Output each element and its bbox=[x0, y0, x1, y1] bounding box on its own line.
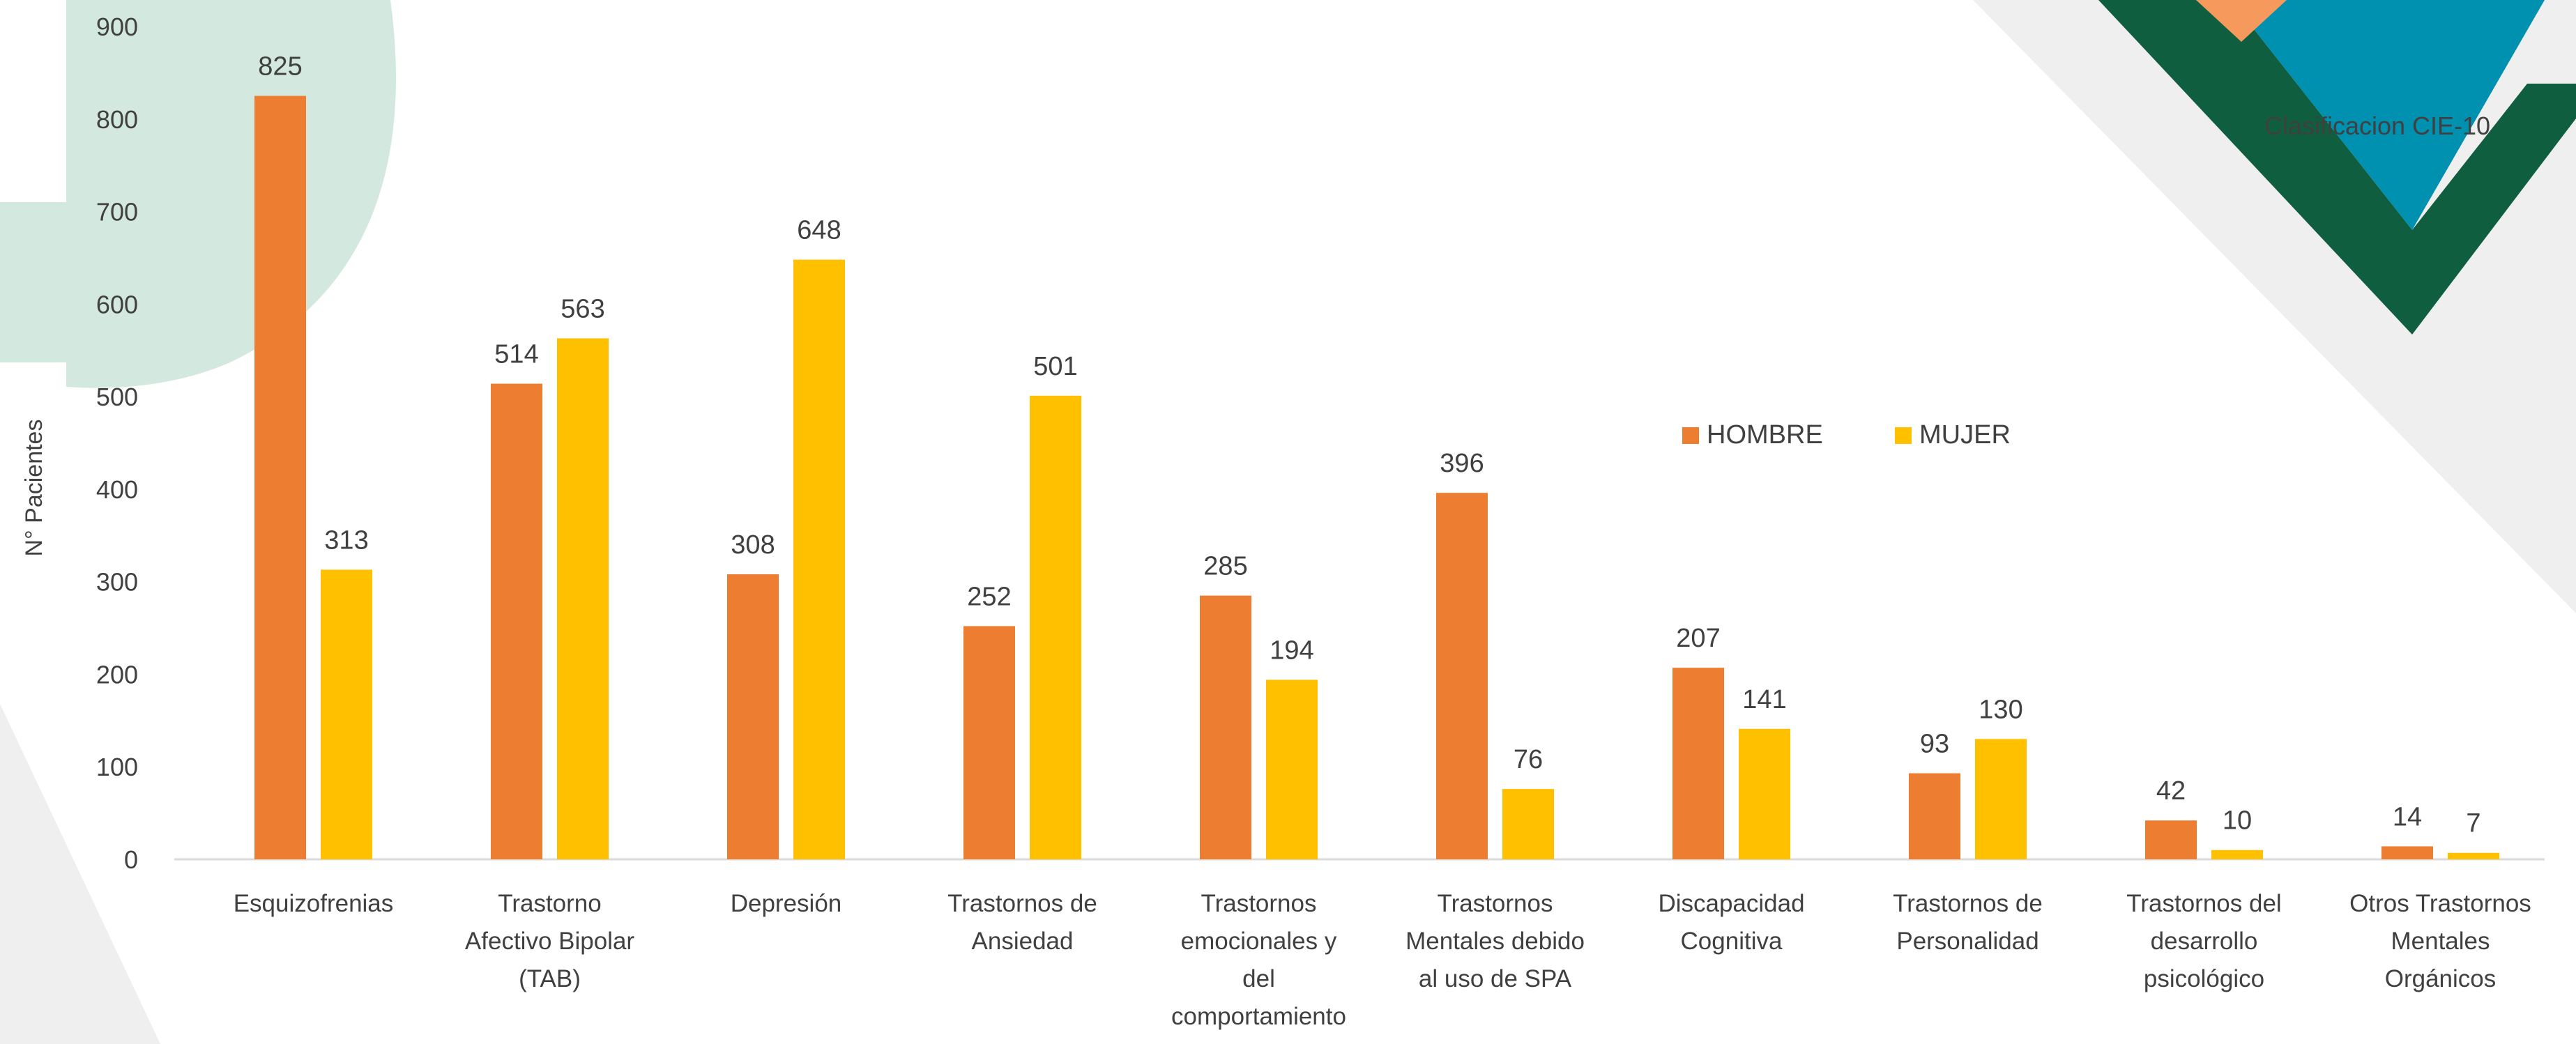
value-label-hombre-discapacidad-cognitiva: 207 bbox=[1676, 624, 1720, 653]
bar-mujer-trastornos-del-desarrollo-psicologico bbox=[2211, 850, 2263, 859]
value-label-hombre-trastornos-de-ansiedad: 252 bbox=[967, 582, 1011, 611]
value-label-hombre-esquizofrenias: 825 bbox=[258, 52, 302, 82]
x-tick-label-otros-trastornos-mentales-organicos: Otros Trastornos Mentales Orgánicos bbox=[2349, 890, 2531, 992]
bar-hombre-discapacidad-cognitiva bbox=[1672, 668, 1724, 859]
legend-swatch-hombre bbox=[1682, 427, 1699, 444]
value-label-mujer-discapacidad-cognitiva: 141 bbox=[1742, 685, 1786, 714]
y-tick-label-700: 700 bbox=[96, 198, 138, 227]
value-label-hombre-trastornos-emocionales-y-del-comportamiento: 285 bbox=[1203, 552, 1247, 581]
value-label-mujer-depresion: 648 bbox=[797, 216, 841, 245]
y-axis-ticks: 0 100 200 300 400 500 600 700 800 900 bbox=[96, 13, 138, 874]
value-label-mujer-trastornos-emocionales-y-del-comportamiento: 194 bbox=[1270, 636, 1313, 665]
y-axis-label: N° Pacientes bbox=[21, 420, 47, 557]
value-label-mujer-esquizofrenias: 313 bbox=[324, 525, 368, 555]
value-label-mujer-trastornos-de-ansiedad: 501 bbox=[1033, 352, 1077, 381]
y-tick-label-400: 400 bbox=[96, 475, 138, 504]
value-label-mujer-trastornos-del-desarrollo-psicologico: 10 bbox=[2223, 806, 2252, 836]
bar-hombre-esquizofrenias bbox=[254, 95, 306, 859]
legend: HOMBRE MUJER bbox=[1682, 420, 2011, 450]
mint-block-decoration bbox=[0, 202, 160, 362]
y-tick-label-300: 300 bbox=[96, 568, 138, 597]
value-labels: 825 313 514 563 308 648 252 501 285 194 396 76 207 14… bbox=[258, 52, 2480, 838]
x-tick-label-trastornos-de-personalidad: Trastornos de Personalidad bbox=[1893, 890, 2043, 955]
value-label-mujer-trastornos-mentales-debido-al-uso-de-spa: 76 bbox=[1514, 745, 1543, 774]
x-tick-label-trastorno-afectivo-bipolar-tab: Trastorno Afectivo Bipolar (TAB) bbox=[465, 890, 635, 992]
x-tick-label-esquizofrenias: Esquizofrenias bbox=[234, 890, 394, 917]
bar-hombre-trastornos-del-desarrollo-psicologico bbox=[2145, 820, 2197, 859]
y-tick-label-800: 800 bbox=[96, 105, 138, 134]
x-tick-label-discapacidad-cognitiva: Discapacidad Cognitiva bbox=[1658, 890, 1804, 955]
bar-hombre-trastornos-de-personalidad bbox=[1909, 773, 1960, 859]
bar-hombre-otros-trastornos-mentales-organicos bbox=[2381, 846, 2433, 859]
y-tick-label-0: 0 bbox=[124, 845, 138, 874]
legend-swatch-mujer bbox=[1895, 427, 1912, 444]
bars bbox=[254, 95, 2499, 860]
dark-green-chevron-decoration bbox=[2098, 0, 2576, 335]
x-tick-label-trastornos-del-desarrollo-psicologico: Trastornos del desarrollo psicológico bbox=[2126, 890, 2281, 992]
x-tick-label-depresion: Depresión bbox=[731, 890, 842, 917]
x-tick-label-trastornos-emocionales-y-del-comportamiento: Trastornos emocionales y del comportamiento bbox=[1171, 890, 1346, 1030]
y-tick-label-200: 200 bbox=[96, 660, 138, 689]
value-label-hombre-trastornos-del-desarrollo-psicologico: 42 bbox=[2156, 776, 2186, 806]
value-label-mujer-trastornos-de-personalidad: 130 bbox=[1979, 695, 2022, 724]
y-tick-label-100: 100 bbox=[96, 753, 138, 781]
y-tick-label-600: 600 bbox=[96, 290, 138, 318]
y-tick-label-900: 900 bbox=[96, 13, 138, 41]
bar-mujer-trastornos-emocionales-y-del-comportamiento bbox=[1266, 680, 1318, 859]
y-tick-label-500: 500 bbox=[96, 383, 138, 411]
value-label-hombre-trastornos-de-personalidad: 93 bbox=[1920, 730, 1949, 759]
value-label-hombre-depresion: 308 bbox=[731, 530, 775, 560]
legend-label-mujer: MUJER bbox=[1919, 420, 2011, 450]
bar-hombre-trastornos-de-ansiedad bbox=[963, 626, 1015, 859]
x-tick-label-trastornos-de-ansiedad: Trastornos de Ansiedad bbox=[947, 890, 1097, 955]
legend-label-hombre: HOMBRE bbox=[1707, 420, 1823, 450]
bar-mujer-otros-trastornos-mentales-organicos bbox=[2448, 852, 2499, 859]
blue-triangle-decoration bbox=[2231, 0, 2545, 230]
value-label-hombre-trastorno-afectivo-bipolar-tab: 514 bbox=[494, 340, 538, 369]
x-tick-label-trastornos-mentales-debido-al-uso-de-spa: Trastornos Mentales debido al uso de SPA bbox=[1405, 890, 1585, 992]
value-label-hombre-trastornos-mentales-debido-al-uso-de-spa: 396 bbox=[1440, 449, 1484, 478]
value-label-mujer-trastorno-afectivo-bipolar-tab: 563 bbox=[561, 294, 604, 323]
bar-hombre-depresion bbox=[727, 574, 779, 859]
bar-mujer-trastornos-de-personalidad bbox=[1975, 739, 2027, 859]
bar-hombre-trastornos-emocionales-y-del-comportamiento bbox=[1200, 595, 1251, 859]
bar-mujer-esquizofrenias bbox=[321, 569, 372, 859]
bar-hombre-trastornos-mentales-debido-al-uso-de-spa bbox=[1436, 493, 1488, 859]
orange-triangle-decoration bbox=[2196, 0, 2287, 42]
bar-mujer-discapacidad-cognitiva bbox=[1739, 728, 1790, 859]
bar-mujer-trastorno-afectivo-bipolar-tab bbox=[557, 338, 609, 859]
category-labels: Esquizofrenias Trastorno Afectivo Bipolar(… bbox=[234, 890, 2531, 1030]
chart-title: Clasificacion CIE-10 bbox=[2264, 112, 2490, 140]
bar-mujer-trastornos-mentales-debido-al-uso-de-spa bbox=[1502, 789, 1554, 859]
bar-mujer-depresion bbox=[793, 259, 845, 860]
value-label-mujer-otros-trastornos-mentales-organicos: 7 bbox=[2466, 809, 2480, 838]
bar-hombre-trastorno-afectivo-bipolar-tab bbox=[491, 383, 542, 859]
value-label-hombre-otros-trastornos-mentales-organicos: 14 bbox=[2393, 802, 2422, 831]
bar-mujer-trastornos-de-ansiedad bbox=[1030, 395, 1081, 859]
gray-corner-decoration bbox=[0, 704, 160, 1044]
